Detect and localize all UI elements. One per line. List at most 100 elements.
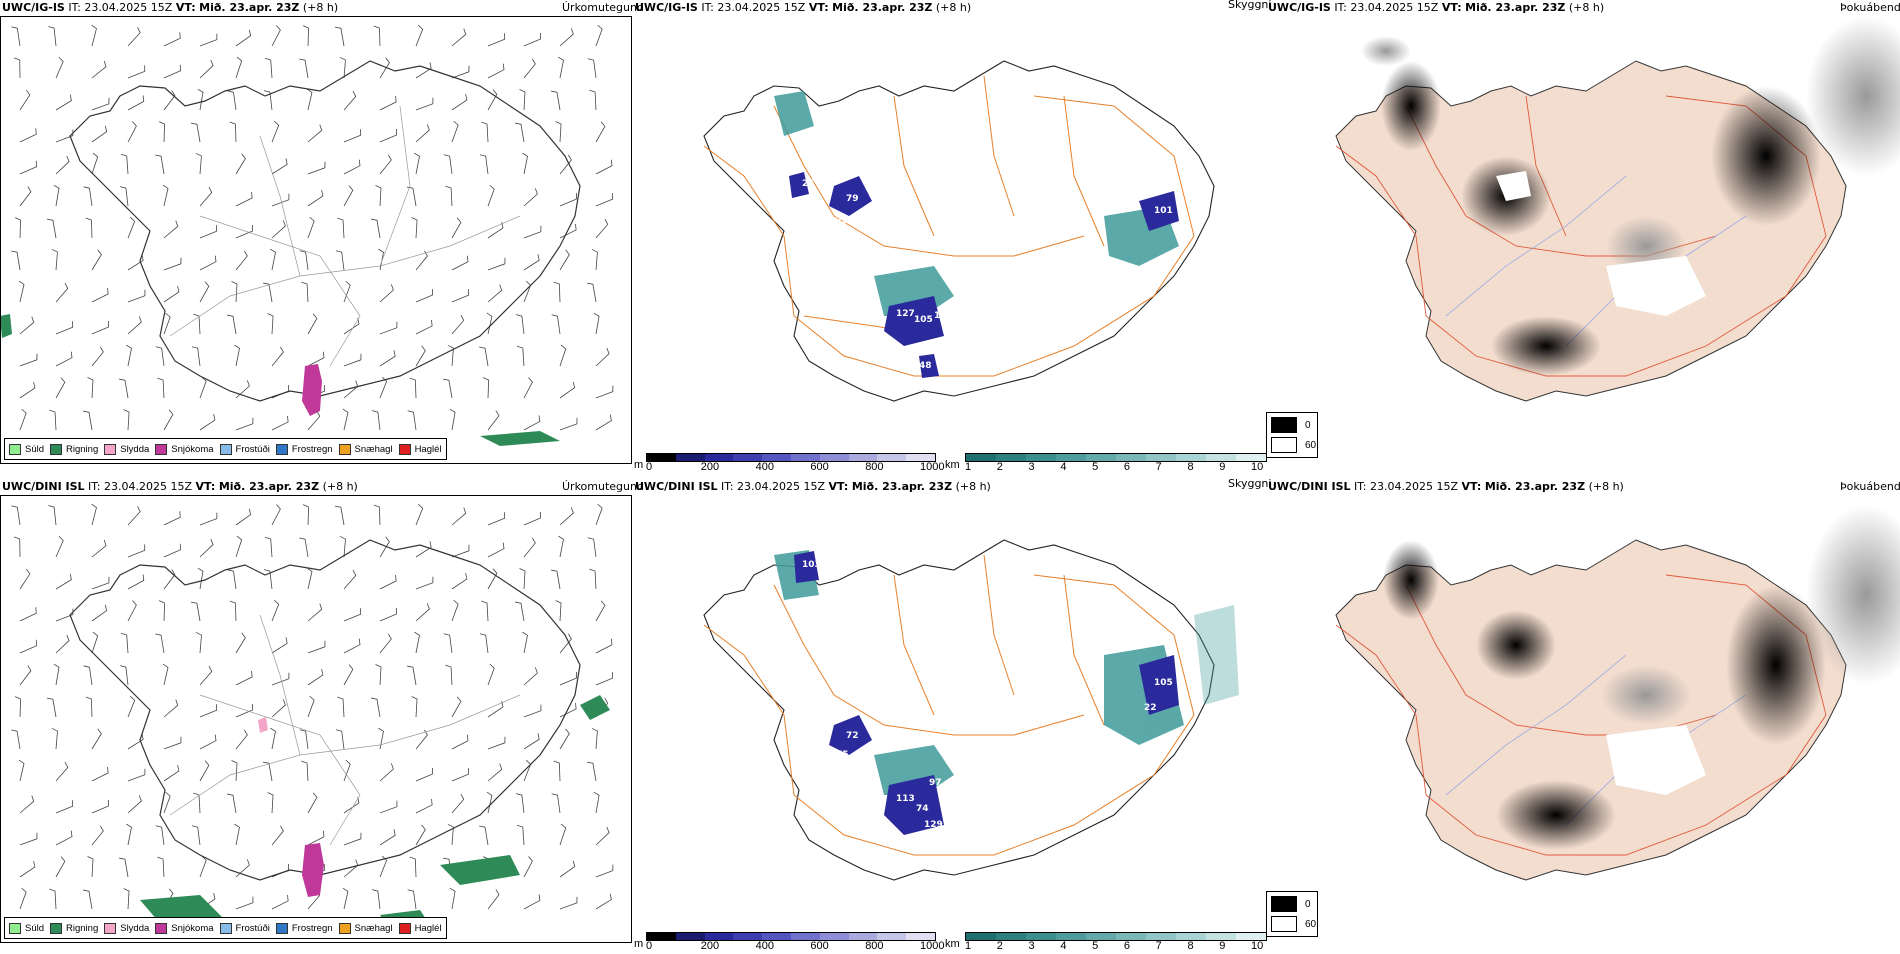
wind-barb — [55, 129, 74, 143]
wind-barb — [127, 544, 146, 558]
wind-barb — [235, 56, 243, 79]
wind-barb — [199, 376, 207, 399]
legend-item: Haglél — [398, 922, 442, 934]
wind-barb — [119, 665, 129, 686]
fog-free-areas — [1496, 171, 1706, 316]
wind-barb — [519, 89, 526, 111]
cloud-base-unit: m — [634, 938, 644, 950]
wind-barb — [379, 321, 398, 335]
wind-barb — [589, 568, 597, 590]
wind-barb — [91, 125, 108, 143]
colorbar-segment — [675, 933, 705, 940]
rain-area — [480, 431, 560, 446]
fog-legend: 0 60 — [1266, 891, 1318, 937]
wind-barb — [487, 63, 505, 79]
colorbar-segment — [1086, 454, 1116, 461]
colorbar-tick: 800 — [865, 461, 884, 473]
wind-barb — [523, 188, 538, 207]
wind-barb — [415, 541, 432, 558]
wind-barb — [487, 512, 506, 526]
wind-barb — [191, 346, 201, 367]
colorbar-tick: 7 — [1155, 461, 1162, 473]
colorbar-tick: 4 — [1060, 940, 1067, 952]
wind-barb — [379, 350, 396, 367]
wind-barb — [271, 25, 281, 47]
wind-barb — [163, 32, 181, 47]
colorbar-tick: 400 — [755, 461, 774, 473]
panel-title: UWC/DINI ISL IT: 23.04.2025 15Z VT: Mið.… — [1268, 480, 1624, 493]
wind-barb — [595, 864, 614, 878]
wind-barb — [415, 603, 430, 622]
wind-barb — [13, 536, 21, 558]
wind-barb — [479, 633, 489, 654]
legend-swatch — [338, 443, 351, 455]
wind-barb — [451, 217, 462, 239]
wind-barb — [87, 377, 94, 399]
cloud-base-value: 22 — [1144, 703, 1157, 713]
wind-barb — [55, 351, 73, 367]
colorbar-tick: 0 — [646, 461, 653, 473]
wind-barb — [163, 569, 176, 590]
wind-barb — [163, 64, 181, 79]
legend-swatch — [9, 443, 21, 455]
wind-barb — [595, 503, 603, 526]
wind-barb — [595, 672, 614, 686]
wind-barb — [307, 351, 325, 367]
wind-barb — [163, 257, 182, 271]
wind-barb — [451, 255, 469, 271]
wind-barb — [263, 761, 273, 782]
colorbar-tick: 6 — [1123, 940, 1130, 952]
wind-barb — [127, 65, 146, 79]
wind-barb — [334, 505, 345, 526]
colorbar-segment — [675, 454, 705, 461]
colorbar-segment — [647, 454, 676, 461]
legend-swatch — [338, 922, 351, 934]
cloud-base-areas — [789, 172, 1179, 378]
wind-barb — [307, 695, 315, 718]
cloud-base-value: 25 — [802, 179, 815, 189]
cloud-base-value: 105 — [1154, 678, 1173, 688]
wind-barbs — [11, 503, 614, 910]
legend-label: Rigning — [66, 443, 99, 455]
legend-item: Frostúði — [219, 443, 270, 455]
wind-barb — [515, 314, 525, 335]
wind-barb — [299, 729, 309, 750]
colorbar-tick: 1000 — [920, 940, 945, 952]
wind-barb — [270, 727, 276, 750]
panel-type-label: Úrkomutegund — [562, 1, 644, 14]
wind-barb — [267, 792, 274, 814]
wind-barb — [523, 377, 533, 399]
colorbar-segment — [1146, 454, 1176, 461]
wind-barb — [519, 568, 526, 590]
wind-barb — [379, 95, 397, 111]
wind-barb — [235, 535, 243, 558]
wind-barb — [595, 121, 606, 143]
fog-legend-label: 0 — [1305, 419, 1311, 431]
cloud-base-scale — [646, 453, 936, 462]
wind-barb — [119, 857, 129, 878]
wind-barb — [271, 120, 280, 143]
wind-barb — [120, 153, 129, 175]
colorbar-segment — [790, 933, 820, 940]
colorbar-tick: 600 — [810, 461, 829, 473]
wind-barb — [451, 289, 470, 303]
road-network — [169, 105, 521, 367]
wind-barb — [559, 507, 574, 526]
wind-barb — [127, 121, 137, 143]
wind-barb — [163, 409, 174, 431]
wind-barb — [48, 505, 57, 526]
wind-barb — [343, 759, 351, 782]
wind-barb — [199, 734, 217, 750]
colorbar-segment — [1056, 933, 1086, 940]
wind-barb — [589, 89, 597, 111]
wind-barb — [264, 57, 273, 79]
wind-barb — [522, 152, 528, 175]
wind-barb — [379, 536, 390, 558]
wind-barb — [91, 631, 99, 654]
wind-barb — [263, 569, 273, 590]
wind-barb — [193, 313, 201, 335]
wind-barb — [523, 254, 540, 271]
wind-barb — [271, 599, 280, 622]
colorbar-segment — [1146, 933, 1176, 940]
fog-map-svg — [1335, 505, 1900, 881]
